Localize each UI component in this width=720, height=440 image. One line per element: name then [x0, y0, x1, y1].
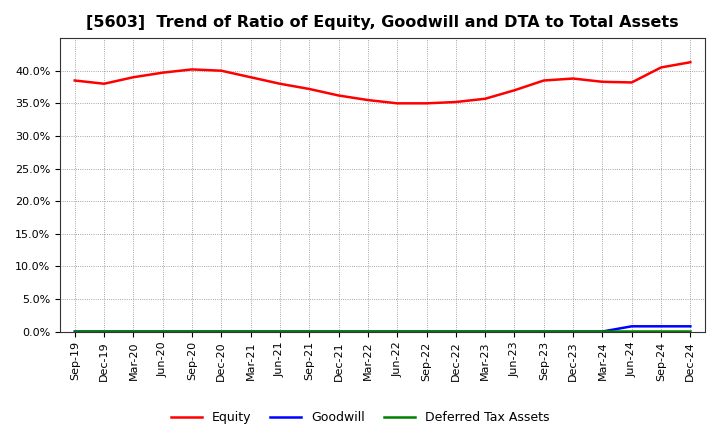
- Goodwill: [71, 329, 79, 334]
- Equity: [422, 101, 431, 106]
- Equity: [627, 80, 636, 85]
- Deferred Tax Assets: [246, 328, 255, 334]
- Equity: [686, 59, 695, 65]
- Deferred Tax Assets: [686, 328, 695, 334]
- Equity: [334, 93, 343, 98]
- Deferred Tax Assets: [71, 328, 79, 334]
- Equity: [539, 78, 548, 83]
- Deferred Tax Assets: [129, 328, 138, 334]
- Deferred Tax Assets: [158, 328, 167, 334]
- Deferred Tax Assets: [364, 328, 372, 334]
- Equity: [158, 70, 167, 75]
- Goodwill: [627, 324, 636, 329]
- Goodwill: [569, 329, 577, 334]
- Deferred Tax Assets: [100, 328, 109, 334]
- Equity: [188, 67, 197, 72]
- Line: Equity: Equity: [75, 62, 690, 103]
- Deferred Tax Assets: [422, 328, 431, 334]
- Deferred Tax Assets: [627, 328, 636, 334]
- Deferred Tax Assets: [276, 328, 284, 334]
- Goodwill: [246, 329, 255, 334]
- Equity: [481, 96, 490, 101]
- Deferred Tax Assets: [539, 328, 548, 334]
- Deferred Tax Assets: [188, 328, 197, 334]
- Goodwill: [100, 329, 109, 334]
- Equity: [100, 81, 109, 86]
- Goodwill: [539, 329, 548, 334]
- Goodwill: [686, 324, 695, 329]
- Goodwill: [217, 329, 225, 334]
- Deferred Tax Assets: [451, 328, 460, 334]
- Goodwill: [364, 329, 372, 334]
- Equity: [393, 101, 402, 106]
- Deferred Tax Assets: [510, 328, 519, 334]
- Goodwill: [481, 329, 490, 334]
- Deferred Tax Assets: [334, 328, 343, 334]
- Equity: [246, 75, 255, 80]
- Goodwill: [598, 329, 607, 334]
- Deferred Tax Assets: [598, 328, 607, 334]
- Goodwill: [393, 329, 402, 334]
- Goodwill: [129, 329, 138, 334]
- Equity: [451, 99, 460, 105]
- Deferred Tax Assets: [393, 328, 402, 334]
- Deferred Tax Assets: [217, 328, 225, 334]
- Deferred Tax Assets: [481, 328, 490, 334]
- Deferred Tax Assets: [657, 328, 665, 334]
- Equity: [364, 97, 372, 103]
- Equity: [598, 79, 607, 84]
- Equity: [217, 68, 225, 73]
- Goodwill: [510, 329, 519, 334]
- Goodwill: [451, 329, 460, 334]
- Goodwill: [334, 329, 343, 334]
- Goodwill: [276, 329, 284, 334]
- Equity: [510, 88, 519, 93]
- Title: [5603]  Trend of Ratio of Equity, Goodwill and DTA to Total Assets: [5603] Trend of Ratio of Equity, Goodwil…: [86, 15, 679, 30]
- Equity: [129, 75, 138, 80]
- Goodwill: [188, 329, 197, 334]
- Deferred Tax Assets: [305, 328, 314, 334]
- Deferred Tax Assets: [569, 328, 577, 334]
- Line: Goodwill: Goodwill: [75, 326, 690, 331]
- Equity: [71, 78, 79, 83]
- Equity: [569, 76, 577, 81]
- Equity: [305, 86, 314, 92]
- Equity: [657, 65, 665, 70]
- Goodwill: [158, 329, 167, 334]
- Goodwill: [657, 324, 665, 329]
- Legend: Equity, Goodwill, Deferred Tax Assets: Equity, Goodwill, Deferred Tax Assets: [166, 407, 554, 429]
- Goodwill: [305, 329, 314, 334]
- Goodwill: [422, 329, 431, 334]
- Equity: [276, 81, 284, 86]
